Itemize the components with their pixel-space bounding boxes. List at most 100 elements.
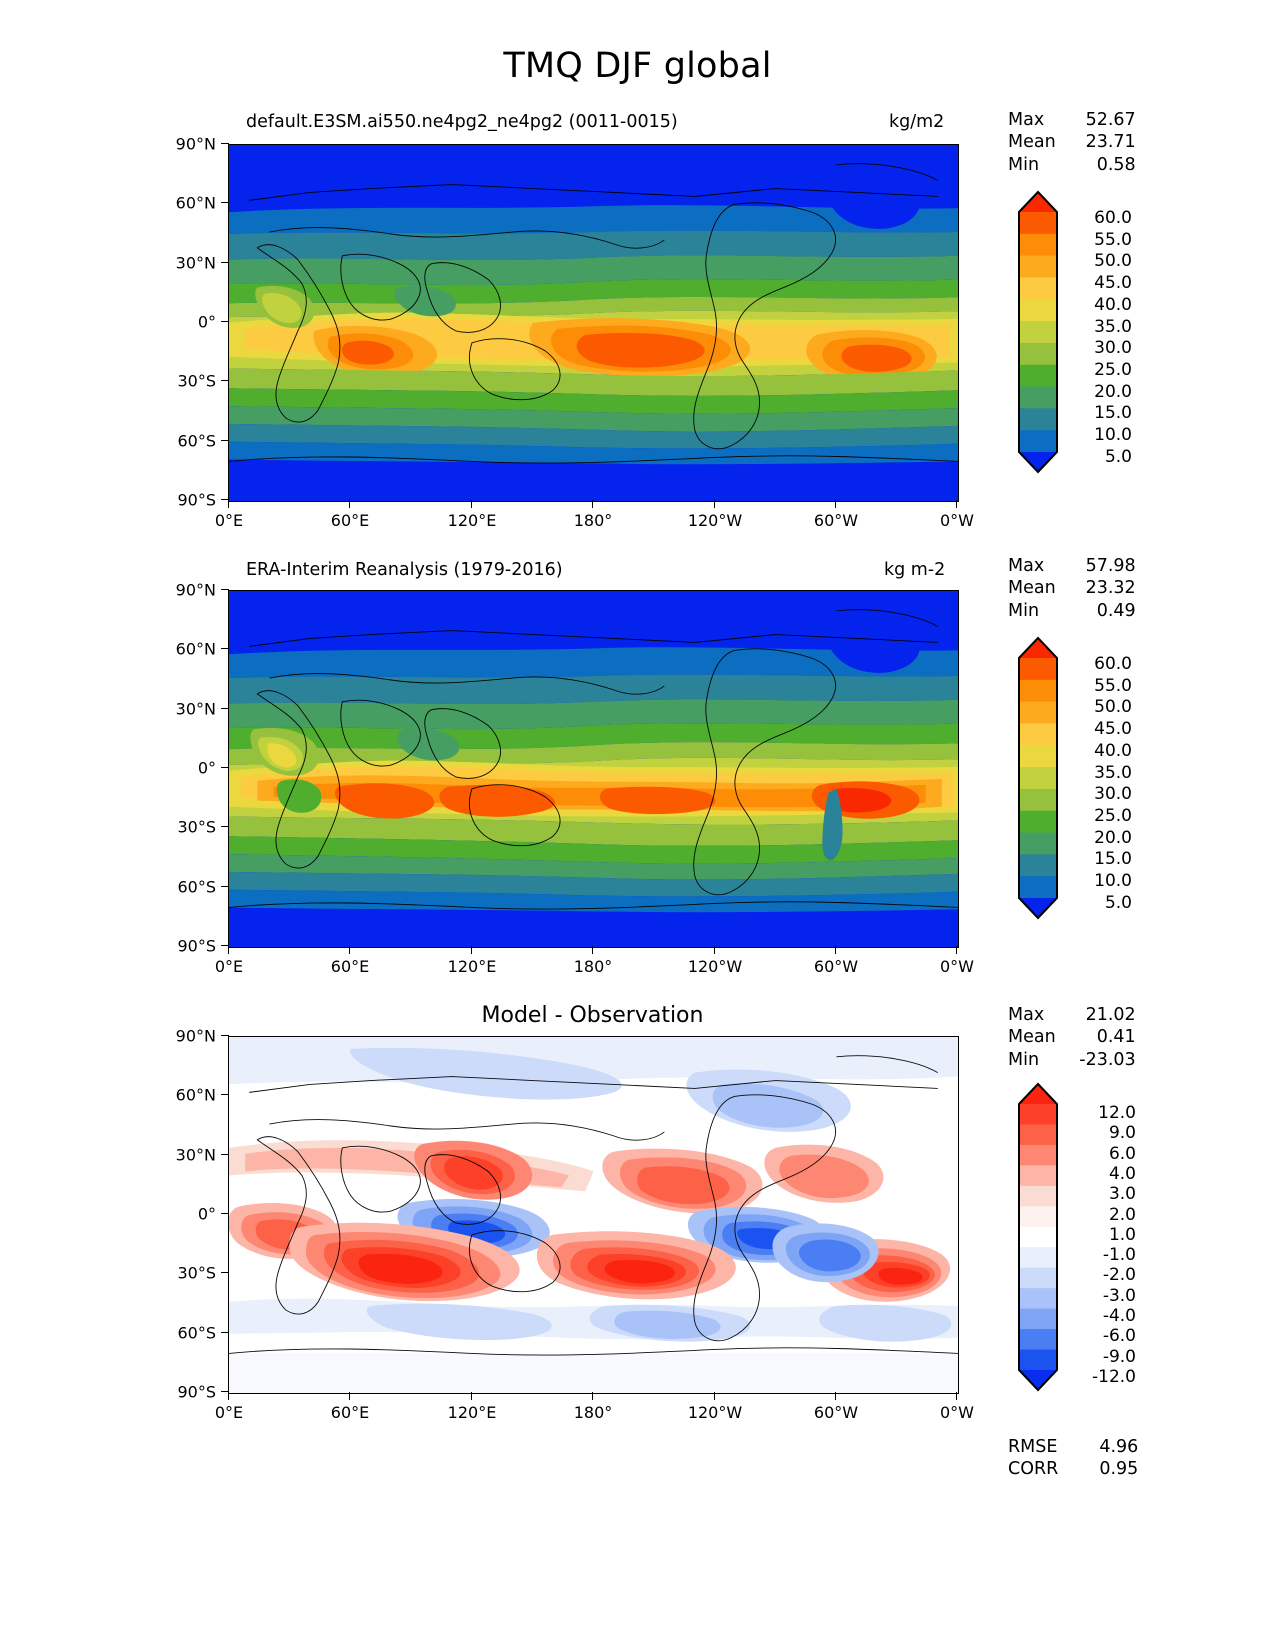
colorbar-tick-label: 10.0 (1094, 425, 1132, 445)
metric-row: CORR 0.95 (1008, 1459, 1138, 1481)
stat-value: 0.58 (1096, 154, 1136, 175)
colorbar-tick-label: 30.0 (1094, 338, 1132, 359)
xtick-label: 0°E (214, 1403, 244, 1422)
stat-label: Min (1008, 600, 1040, 621)
xtick-mark (714, 1392, 716, 1400)
stat-value: 23.32 (1085, 578, 1136, 599)
ytick-label: 60°S (177, 877, 216, 897)
ytick-label: 30°N (175, 699, 216, 719)
colorbar-tick-label: 50.0 (1094, 697, 1132, 718)
colorbar-tick-label: 5.0 (1104, 892, 1132, 913)
ytick-mark (221, 1332, 229, 1334)
xtick-label: 0°E (214, 511, 244, 530)
stat-label: Max (1008, 1005, 1045, 1025)
xtick-label: 60°E (330, 1403, 370, 1422)
colorbar-tick-label: 25.0 (1094, 359, 1132, 380)
ytick-label: 30°S (177, 371, 216, 391)
xtick-mark (714, 946, 716, 954)
stat-row: Max 52.67 (1008, 110, 1136, 132)
stat-value: 0.49 (1096, 600, 1136, 621)
panel-model-units: kg/m2 (889, 112, 945, 132)
xtick-mark (835, 1392, 837, 1400)
panel-observation-axes (228, 590, 959, 948)
xtick-label: 0°W (940, 1403, 974, 1422)
colorbar-tick-label: 30.0 (1094, 784, 1132, 805)
ytick-label: 30°N (175, 253, 216, 273)
panel-model-map (229, 145, 958, 501)
xtick-mark (956, 946, 958, 954)
colorbar-tick-label: 15.0 (1094, 849, 1132, 870)
colorbar-tick-label: 2.0 (1108, 1204, 1136, 1225)
metric-label: RMSE (1008, 1437, 1058, 1457)
xtick-label: 60°E (330, 511, 370, 530)
ytick-mark (221, 1272, 229, 1274)
colorbar-tick-label: 9.0 (1108, 1123, 1136, 1144)
stat-row: Min 0.58 (1008, 155, 1136, 177)
xtick-mark (956, 1392, 958, 1400)
xtick-label: 120°W (687, 957, 743, 976)
stat-label: Min (1008, 154, 1040, 175)
xtick-mark (471, 1392, 473, 1400)
ytick-mark (221, 589, 229, 591)
panel-difference-colorbar-labels: 12.0 9.0 6.0 4.0 3.0 2.0 1.0 -1.0 -2.0 -… (1054, 1082, 1136, 1392)
colorbar-tick-label: 40.0 (1094, 740, 1132, 761)
ytick-mark (221, 826, 229, 828)
colorbar-tick-label: 55.0 (1094, 675, 1132, 696)
xtick-mark (228, 1392, 230, 1400)
ytick-label: 0° (197, 758, 216, 778)
stat-value: 52.67 (1085, 110, 1136, 130)
ytick-label: 90°S (177, 936, 216, 956)
colorbar-tick-label: 40.0 (1094, 294, 1132, 315)
ytick-label: 90°N (175, 134, 216, 154)
colorbar-tick-label: 45.0 (1094, 719, 1132, 740)
figure-title: TMQ DJF global (503, 46, 772, 86)
ytick-mark (221, 1094, 229, 1096)
panel-model-axes (228, 144, 959, 502)
colorbar-tick-label: 5.0 (1104, 446, 1132, 467)
xtick-mark (349, 500, 351, 508)
xtick-label: 180° (573, 511, 613, 530)
xtick-mark (592, 946, 594, 954)
stat-row: Mean 0.41 (1008, 1027, 1136, 1049)
ytick-mark (221, 143, 229, 145)
ytick-mark (221, 380, 229, 382)
panel-model-stats: Max 52.67 Mean 23.71 Min 0.58 (1008, 110, 1136, 177)
ytick-label: 90°N (175, 580, 216, 600)
colorbar-tick-label: 25.0 (1094, 805, 1132, 826)
colorbar-tick-label: 60.0 (1094, 654, 1132, 674)
stat-label: Mean (1008, 578, 1056, 599)
panel-model-colorbar (1012, 190, 1064, 474)
colorbar-tick-label: -1.0 (1102, 1245, 1136, 1266)
colorbar-swatches (1018, 636, 1058, 920)
panel-observation-stats: Max 57.98 Mean 23.32 Min 0.49 (1008, 556, 1136, 623)
xtick-label: 120°W (687, 1403, 743, 1422)
colorbar-tick-label: -2.0 (1102, 1265, 1136, 1286)
stat-label: Min (1008, 1049, 1040, 1070)
stat-row: Max 21.02 (1008, 1005, 1136, 1027)
ytick-mark (221, 321, 229, 323)
ytick-mark (221, 499, 229, 501)
colorbar-tick-label: 1.0 (1108, 1224, 1136, 1245)
xtick-mark (592, 1392, 594, 1400)
colorbar-tick-label: 6.0 (1108, 1143, 1136, 1164)
colorbar-tick-label: -9.0 (1102, 1346, 1136, 1367)
panel-model-title: default.E3SM.ai550.ne4pg2_ne4pg2 (0011-0… (246, 112, 678, 132)
ytick-mark (221, 1035, 229, 1037)
xtick-label: 0°W (940, 957, 974, 976)
xtick-mark (228, 946, 230, 954)
ytick-label: 90°S (177, 1382, 216, 1402)
xtick-mark (956, 500, 958, 508)
colorbar-swatches (1018, 1082, 1058, 1392)
stat-row: Mean 23.71 (1008, 132, 1136, 154)
ytick-mark (221, 262, 229, 264)
colorbar-tick-label: -3.0 (1102, 1285, 1136, 1306)
xtick-mark (835, 500, 837, 508)
colorbar-tick-label: 15.0 (1094, 403, 1132, 424)
colorbar-tick-label: 50.0 (1094, 251, 1132, 272)
stat-label: Mean (1008, 1027, 1056, 1048)
ytick-label: 30°S (177, 1263, 216, 1283)
ytick-label: 60°S (177, 431, 216, 451)
xtick-label: 60°W (813, 957, 859, 976)
colorbar-tick-label: 35.0 (1094, 316, 1132, 337)
xtick-label: 0°E (214, 957, 244, 976)
